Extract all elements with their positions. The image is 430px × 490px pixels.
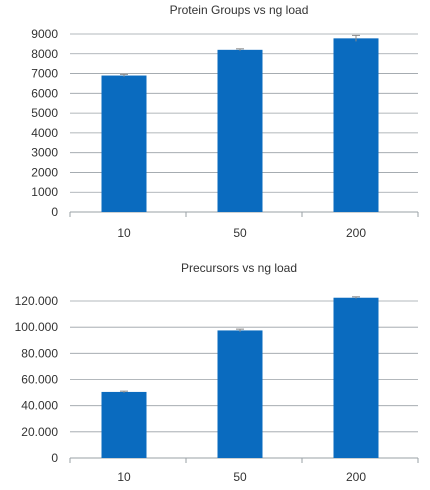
y-tick-label: 0 <box>51 205 58 219</box>
y-tick-label: 80.000 <box>21 346 58 360</box>
y-tick-label: 20.000 <box>21 425 58 439</box>
x-tick-label: 10 <box>117 226 131 240</box>
x-tick-label: 50 <box>233 226 247 240</box>
x-tick-label: 50 <box>233 470 247 484</box>
y-tick-label: 60.000 <box>21 373 58 387</box>
y-tick-label: 9000 <box>31 27 58 41</box>
y-tick-label: 0 <box>51 451 58 465</box>
x-tick-label: 10 <box>117 470 131 484</box>
x-tick-label: 200 <box>346 470 366 484</box>
bar-50 <box>217 330 263 458</box>
y-tick-label: 40.000 <box>21 399 58 413</box>
y-tick-label: 4000 <box>31 126 58 140</box>
y-tick-label: 100.000 <box>15 320 59 334</box>
y-tick-label: 2000 <box>31 165 58 179</box>
bar-200 <box>333 297 379 458</box>
y-tick-label: 7000 <box>31 67 58 81</box>
bar-10 <box>101 75 147 213</box>
y-tick-label: 8000 <box>31 47 58 61</box>
chart-title: Precursors vs ng load <box>181 261 297 275</box>
bar-50 <box>217 49 263 213</box>
bar-200 <box>333 38 379 213</box>
y-tick-label: 5000 <box>31 106 58 120</box>
y-tick-label: 120.000 <box>15 294 59 308</box>
chart-title: Protein Groups vs ng load <box>170 3 309 17</box>
y-tick-label: 3000 <box>31 146 58 160</box>
bar-10 <box>101 391 147 458</box>
x-tick-label: 200 <box>346 226 366 240</box>
y-tick-label: 6000 <box>31 86 58 100</box>
y-tick-label: 1000 <box>31 185 58 199</box>
